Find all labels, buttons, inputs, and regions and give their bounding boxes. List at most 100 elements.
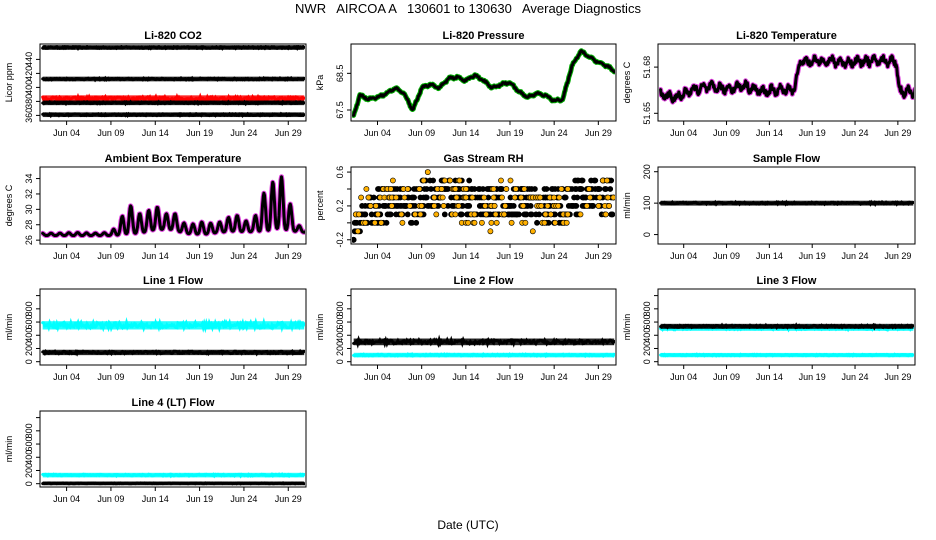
- rh-point: [559, 186, 564, 191]
- plots-canvas: Li-820 CO2Licor ppm360380400420440Jun 04…: [0, 0, 936, 540]
- x-tick-label: Jun 29: [275, 372, 302, 382]
- rh-point: [538, 195, 543, 200]
- x-tick-label: Jun 04: [670, 128, 697, 138]
- rh-point: [597, 186, 602, 191]
- x-tick-label: Jun 14: [452, 128, 479, 138]
- y-tick-label: 0.2: [335, 200, 345, 213]
- panel-title: Li-820 CO2: [144, 30, 201, 42]
- rh-point: [412, 195, 417, 200]
- x-tick-label: Jun 04: [670, 251, 697, 261]
- x-tick-label: Jun 24: [230, 128, 257, 138]
- rh-point: [606, 195, 611, 200]
- y-tick-label: 0: [24, 359, 34, 364]
- x-tick-label: Jun 04: [670, 372, 697, 382]
- rh-point: [491, 195, 496, 200]
- rh-point: [414, 220, 419, 225]
- y-tick-label: 30: [24, 204, 34, 214]
- rh-point: [513, 186, 518, 191]
- rh-point: [400, 220, 405, 225]
- rh-point: [359, 195, 364, 200]
- panel-title: Line 4 (LT) Flow: [132, 397, 215, 409]
- x-tick-label: Jun 19: [496, 251, 523, 261]
- y-axis-label: kPa: [315, 75, 325, 91]
- plot-data: [43, 45, 305, 117]
- x-tick-label: Jun 14: [142, 372, 169, 382]
- rh-point: [587, 195, 592, 200]
- x-tick-label: Jun 14: [452, 251, 479, 261]
- rh-point: [574, 203, 579, 208]
- x-tick-label: Jun 24: [842, 372, 869, 382]
- rh-point: [379, 220, 384, 225]
- rh-point: [498, 178, 503, 183]
- y-axis-label: ml/min: [622, 192, 632, 219]
- y-tick-label: 800: [24, 301, 34, 316]
- rh-point: [456, 203, 461, 208]
- rh-point: [405, 186, 410, 191]
- x-tick-label: Jun 09: [713, 251, 740, 261]
- y-tick-label: 51.65: [642, 102, 652, 125]
- rh-point: [557, 195, 562, 200]
- y-tick-label: 34: [24, 174, 34, 184]
- rh-point: [448, 178, 453, 183]
- y-tick-label: 32: [24, 189, 34, 199]
- x-tick-label: Jun 24: [842, 251, 869, 261]
- x-tick-label: Jun 29: [884, 128, 911, 138]
- rh-point: [523, 220, 528, 225]
- rh-point: [472, 220, 477, 225]
- rh-point: [434, 212, 439, 217]
- x-tick-label: Jun 24: [541, 128, 568, 138]
- panel-li-820-pressure: Li-820 Pressure kPa 67.5 68.5 Jun 04 Jun 09 Ju…: [315, 30, 616, 138]
- panel-title: Line 1 Flow: [143, 275, 203, 287]
- x-tick-label: Jun 24: [842, 128, 869, 138]
- rh-point: [442, 212, 447, 217]
- x-tick-label: Jun 14: [756, 251, 783, 261]
- rh-point: [528, 203, 533, 208]
- plot-data: [354, 339, 615, 358]
- x-tick-label: Jun 04: [53, 128, 80, 138]
- rh-point: [483, 203, 488, 208]
- rh-point: [371, 195, 376, 200]
- rh-point: [493, 212, 498, 217]
- panel-title: Li-820 Pressure: [443, 30, 525, 42]
- rh-point: [580, 178, 585, 183]
- rh-point: [597, 195, 602, 200]
- y-tick-label: 0: [642, 232, 652, 237]
- rh-point: [532, 186, 537, 191]
- rh-point: [388, 186, 393, 191]
- rh-point: [565, 186, 570, 191]
- rh-point: [375, 212, 380, 217]
- x-tick-label: Jun 14: [142, 251, 169, 261]
- rh-point: [512, 195, 517, 200]
- plot-frame: [40, 44, 306, 121]
- rh-point: [556, 203, 561, 208]
- plot-data: [354, 51, 615, 116]
- plot-data: [43, 473, 305, 485]
- rh-point: [466, 220, 471, 225]
- y-tick-label: 200: [642, 164, 652, 179]
- y-tick-label: 28: [24, 220, 34, 230]
- x-tick-label: Jun 29: [585, 372, 612, 382]
- rh-point: [489, 220, 494, 225]
- x-tick-label: Jun 04: [53, 494, 80, 504]
- rh-point: [424, 195, 429, 200]
- x-tick-label: Jun 24: [230, 494, 257, 504]
- rh-point: [457, 178, 462, 183]
- rh-point: [565, 212, 570, 217]
- x-tick-label: Jun 19: [186, 372, 213, 382]
- x-tick-label: Jun 09: [97, 251, 124, 261]
- x-tick-label: Jun 24: [230, 251, 257, 261]
- rh-point: [492, 203, 497, 208]
- rh-point: [402, 195, 407, 200]
- x-tick-label: Jun 04: [53, 251, 80, 261]
- x-tick-label: Jun 29: [884, 251, 911, 261]
- x-tick-label: Jun 09: [97, 128, 124, 138]
- x-tick-label: Jun 04: [364, 128, 391, 138]
- rh-point: [467, 203, 472, 208]
- y-axis-label: Licor ppm: [4, 63, 14, 103]
- x-tick-label: Jun 19: [799, 372, 826, 382]
- series-mid-standard: [43, 102, 305, 104]
- y-axis-label: degrees C: [622, 61, 632, 103]
- rh-point: [611, 195, 616, 200]
